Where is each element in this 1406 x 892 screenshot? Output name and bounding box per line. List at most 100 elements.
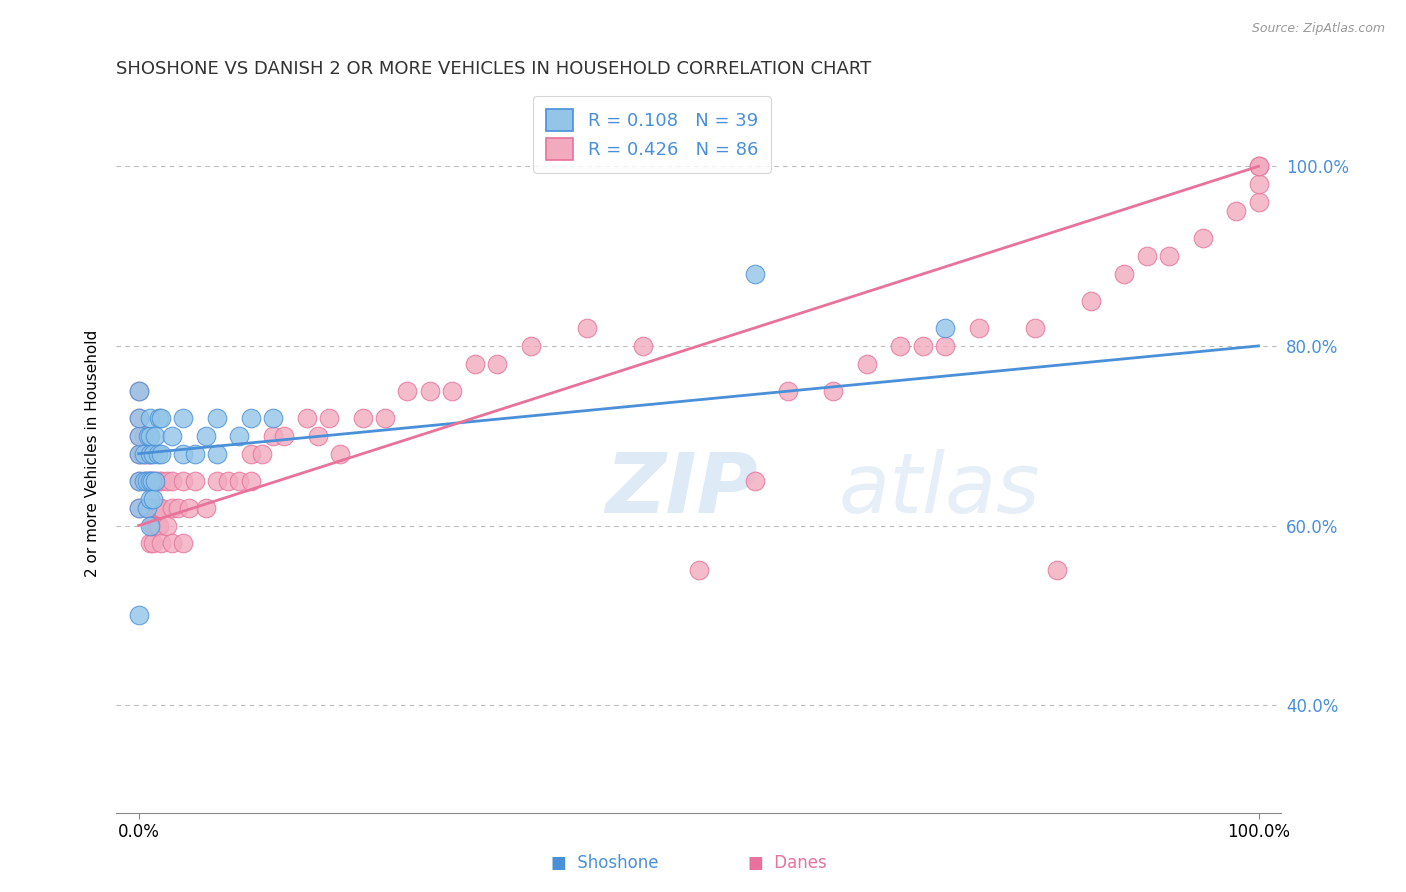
- Point: [139, 447, 162, 461]
- Point: [295, 410, 318, 425]
- Point: [139, 518, 162, 533]
- Y-axis label: 2 or more Vehicles in Household: 2 or more Vehicles in Household: [86, 330, 100, 577]
- Point: [1247, 178, 1270, 192]
- Point: [162, 474, 184, 488]
- Point: [150, 536, 173, 550]
- Point: [217, 474, 239, 488]
- Point: [141, 518, 163, 533]
- Point: [239, 447, 262, 461]
- Point: [519, 339, 541, 353]
- Point: [145, 518, 167, 533]
- Point: [148, 410, 170, 425]
- Point: [139, 428, 162, 442]
- Point: [128, 500, 150, 515]
- Point: [139, 474, 162, 488]
- Point: [1191, 231, 1213, 245]
- Point: [128, 474, 150, 488]
- Point: [156, 518, 179, 533]
- Point: [821, 384, 844, 398]
- Point: [128, 410, 150, 425]
- Text: ■  Danes: ■ Danes: [748, 855, 827, 872]
- Point: [228, 428, 250, 442]
- Point: [146, 500, 169, 515]
- Point: [318, 410, 340, 425]
- Point: [464, 357, 486, 371]
- Point: [128, 447, 150, 461]
- Point: [141, 474, 163, 488]
- Point: [307, 428, 329, 442]
- Point: [631, 339, 654, 353]
- Point: [855, 357, 877, 371]
- Point: [167, 500, 190, 515]
- Point: [131, 447, 153, 461]
- Point: [967, 321, 990, 335]
- Point: [177, 500, 200, 515]
- Text: atlas: atlas: [838, 449, 1040, 530]
- Point: [162, 536, 184, 550]
- Point: [1247, 195, 1270, 210]
- Point: [162, 500, 184, 515]
- Point: [262, 410, 284, 425]
- Point: [486, 357, 509, 371]
- Point: [128, 384, 150, 398]
- Point: [194, 428, 217, 442]
- Point: [139, 474, 162, 488]
- Point: [194, 500, 217, 515]
- Point: [250, 447, 273, 461]
- Point: [172, 536, 194, 550]
- Point: [205, 474, 228, 488]
- Point: [1046, 563, 1069, 577]
- Point: [135, 500, 157, 515]
- Point: [149, 500, 172, 515]
- Point: [148, 474, 170, 488]
- Point: [145, 500, 167, 515]
- Point: [128, 428, 150, 442]
- Point: [150, 410, 173, 425]
- Point: [135, 500, 157, 515]
- Point: [134, 447, 156, 461]
- Text: SHOSHONE VS DANISH 2 OR MORE VEHICLES IN HOUSEHOLD CORRELATION CHART: SHOSHONE VS DANISH 2 OR MORE VEHICLES IN…: [117, 60, 872, 78]
- Point: [273, 428, 295, 442]
- Point: [934, 321, 956, 335]
- Point: [419, 384, 441, 398]
- Point: [778, 384, 800, 398]
- Point: [150, 500, 173, 515]
- Point: [136, 474, 159, 488]
- Point: [134, 474, 156, 488]
- Point: [396, 384, 419, 398]
- Point: [128, 608, 150, 623]
- Point: [139, 500, 162, 515]
- Point: [1157, 249, 1180, 263]
- Point: [352, 410, 374, 425]
- Point: [142, 500, 165, 515]
- Point: [374, 410, 396, 425]
- Point: [329, 447, 352, 461]
- Point: [135, 474, 157, 488]
- Point: [145, 428, 167, 442]
- Point: [128, 447, 150, 461]
- Point: [139, 447, 162, 461]
- Point: [134, 474, 156, 488]
- Point: [150, 447, 173, 461]
- Point: [145, 474, 167, 488]
- Point: [1024, 321, 1046, 335]
- Point: [1135, 249, 1157, 263]
- Point: [136, 447, 159, 461]
- Point: [239, 410, 262, 425]
- Point: [134, 428, 156, 442]
- Legend: R = 0.108   N = 39, R = 0.426   N = 86: R = 0.108 N = 39, R = 0.426 N = 86: [533, 96, 770, 173]
- Point: [262, 428, 284, 442]
- Point: [1247, 159, 1270, 173]
- Point: [142, 491, 165, 506]
- Point: [911, 339, 934, 353]
- Text: ZIP: ZIP: [606, 449, 758, 530]
- Point: [162, 428, 184, 442]
- Point: [1225, 204, 1247, 219]
- Point: [744, 474, 766, 488]
- Point: [1247, 159, 1270, 173]
- Point: [143, 518, 166, 533]
- Point: [141, 474, 163, 488]
- Point: [575, 321, 598, 335]
- Point: [1114, 267, 1136, 281]
- Point: [146, 447, 169, 461]
